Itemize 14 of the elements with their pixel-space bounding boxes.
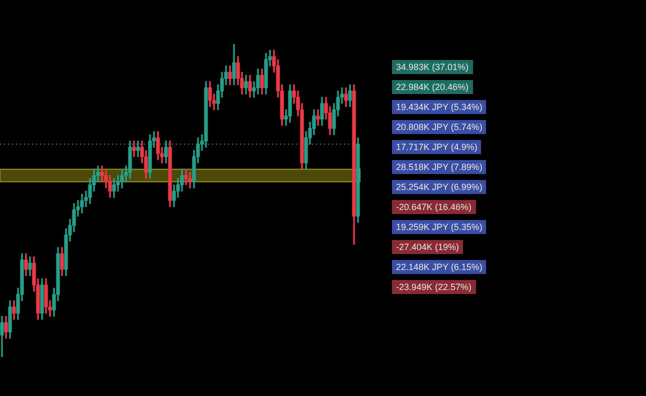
text: 20.808K JPY (5.74%): [392, 120, 486, 134]
text: 34.983K (37.01%): [392, 60, 473, 74]
text: 28.518K JPY (7.89%): [392, 160, 486, 174]
candlestick: [188, 172, 192, 188]
text: 17.717K JPY (4.9%): [392, 140, 482, 154]
text: 22.984K (20.46%): [392, 80, 473, 94]
candlestick: [132, 140, 136, 158]
text: 22.148K JPY (6.15%): [392, 260, 486, 274]
text: -23.949K (22.57%): [392, 280, 476, 294]
text: -20.647K (16.46%): [392, 200, 476, 214]
text: 19.259K JPY (5.35%): [392, 220, 486, 234]
text: 25.254K JPY (6.99%): [392, 180, 486, 194]
text: -27.404K (19%): [392, 240, 464, 254]
text: 19.434K JPY (5.34%): [392, 100, 486, 114]
